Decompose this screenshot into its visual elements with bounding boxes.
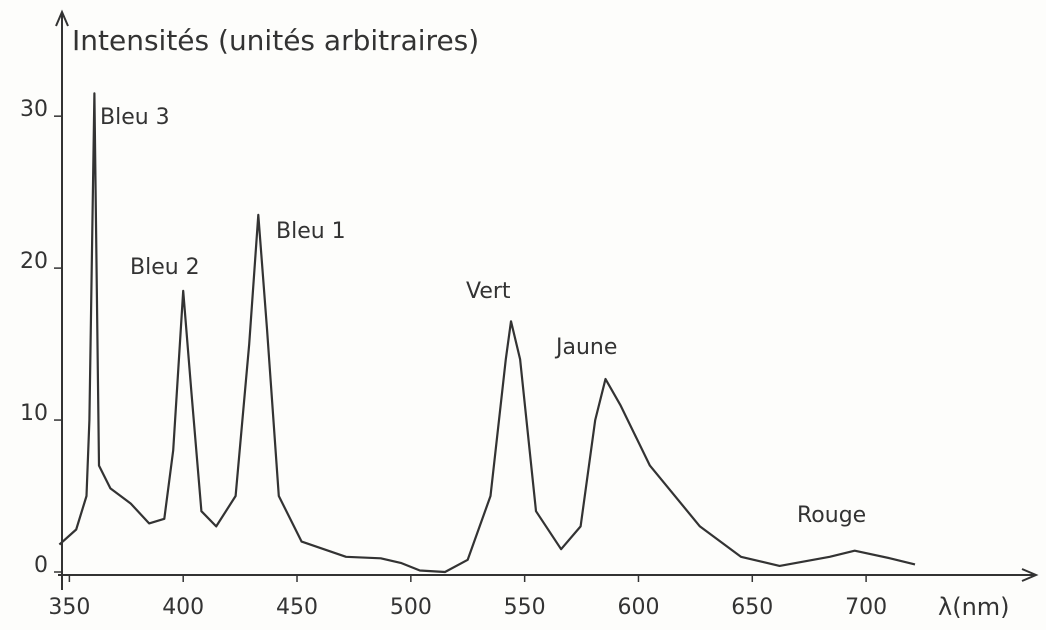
x-axis-label: λ(nm) <box>938 593 1010 621</box>
y-tick-label: 20 <box>20 249 48 274</box>
x-tick-label: 400 <box>162 595 204 620</box>
x-axis-arrow <box>1021 568 1039 582</box>
x-tick-label: 350 <box>48 595 90 620</box>
x-tick-label: 700 <box>845 595 887 620</box>
spectrum-line <box>58 92 916 574</box>
x-tick-label: 450 <box>276 595 318 620</box>
x-tick-label: 650 <box>731 595 773 620</box>
peak-label: Bleu 1 <box>276 219 346 244</box>
y-tick-label: 30 <box>20 97 48 122</box>
y-tick-label: 10 <box>20 401 48 426</box>
x-tick-label: 550 <box>504 595 546 620</box>
peak-label: Vert <box>466 279 511 304</box>
y-axis-arrow <box>55 9 69 27</box>
y-tick-label: 0 <box>34 553 48 578</box>
y-axis-label: Intensités (unités arbitraires) <box>72 24 479 57</box>
peak-label: Rouge <box>797 503 866 528</box>
peak-label: Jaune <box>554 335 617 360</box>
peak-label: Bleu 2 <box>130 255 200 280</box>
x-tick-label: 500 <box>390 595 432 620</box>
peak-label: Bleu 3 <box>100 105 170 130</box>
x-tick-label: 600 <box>617 595 659 620</box>
